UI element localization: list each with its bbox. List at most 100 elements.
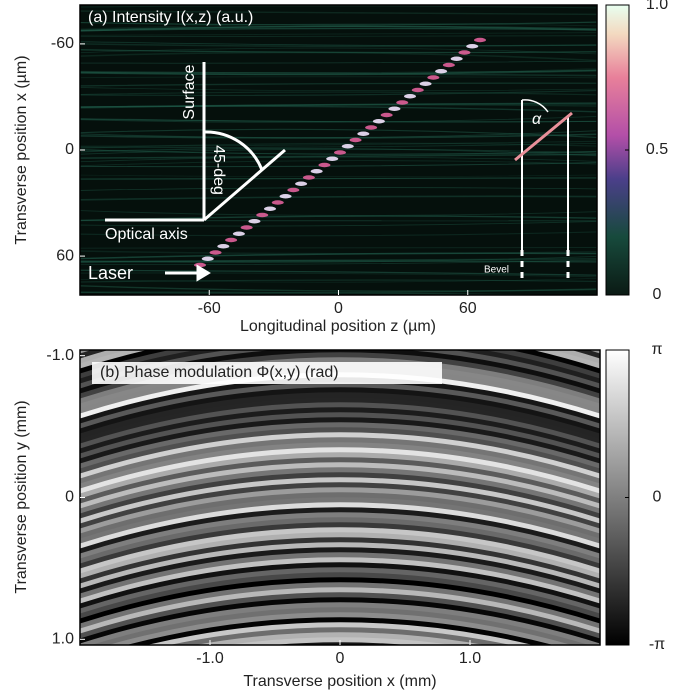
speckle xyxy=(80,140,597,147)
speckle xyxy=(80,27,597,32)
beam-spot xyxy=(240,225,253,230)
annotation: 45-deg xyxy=(210,145,227,195)
fringe xyxy=(80,357,600,405)
y-tick-label: -1.0 xyxy=(46,347,74,364)
beam-spot xyxy=(357,131,370,136)
fringe xyxy=(80,532,600,580)
panel-title: (a) Intensity I(x,z) (a.u.) xyxy=(88,9,253,26)
speckle xyxy=(80,260,597,263)
fringe xyxy=(80,562,600,610)
fringe xyxy=(80,437,600,485)
speckle xyxy=(80,21,597,26)
speckle xyxy=(80,133,597,139)
fringe xyxy=(169,627,511,645)
speckle xyxy=(80,221,597,227)
annotation-drawing xyxy=(105,62,573,282)
fringe xyxy=(80,592,600,640)
beam-spot xyxy=(341,144,354,149)
fringe xyxy=(80,462,600,510)
fringe xyxy=(80,587,600,635)
x-tick-label: 1.0 xyxy=(459,650,481,667)
fringe xyxy=(80,542,600,590)
fringe xyxy=(80,582,600,630)
beam-spot xyxy=(458,50,471,55)
beam-spot xyxy=(450,56,463,61)
speckle xyxy=(80,104,597,109)
speckle xyxy=(80,102,597,108)
fringe xyxy=(80,487,600,535)
speckle xyxy=(80,40,597,47)
beam-spot xyxy=(279,194,292,199)
annotation: Optical axis xyxy=(105,226,188,243)
beam-spot xyxy=(225,237,238,243)
image-a xyxy=(80,5,597,295)
speckle xyxy=(80,247,597,249)
speckle xyxy=(80,195,597,201)
fringe xyxy=(80,442,600,490)
x-axis-label: Transverse position x (mm) xyxy=(243,673,436,690)
colorbar-tick-label: 1.0 xyxy=(646,0,668,13)
fringe xyxy=(80,427,600,475)
speckle xyxy=(80,128,597,138)
speckle xyxy=(80,5,597,9)
annotation: Laser xyxy=(88,263,133,283)
beam-spot xyxy=(264,206,276,211)
beam-spot xyxy=(209,250,222,255)
fringe xyxy=(108,612,572,645)
fringe xyxy=(80,422,600,470)
y-tick-label: 60 xyxy=(56,247,74,264)
beam-spot xyxy=(310,169,323,174)
speckle xyxy=(80,187,597,191)
beam-spot xyxy=(372,119,385,124)
fringe xyxy=(80,477,600,525)
fringe xyxy=(80,512,600,560)
x-tick-label: 60 xyxy=(459,300,477,317)
beam-spot xyxy=(256,212,269,218)
speckle xyxy=(80,255,597,263)
fringe xyxy=(80,392,600,440)
speckle xyxy=(80,177,597,180)
annotation: Bevel xyxy=(484,265,509,276)
fringe xyxy=(80,537,600,585)
beam-spot xyxy=(248,219,261,224)
speckle xyxy=(80,259,597,264)
beam-spot xyxy=(435,69,448,74)
speckle xyxy=(80,156,597,163)
x-tick-label: 0 xyxy=(336,650,345,667)
speckle xyxy=(80,43,597,48)
fringe xyxy=(195,632,485,645)
beam-spot xyxy=(201,256,214,261)
speckle xyxy=(80,278,597,283)
panel-title: (b) Phase modulation Φ(x,y) (rad) xyxy=(100,364,339,381)
colorbar-tick-label: π xyxy=(651,341,662,358)
beam-spot xyxy=(474,37,486,43)
colorbar-tick-label: -π xyxy=(649,636,665,653)
fringe xyxy=(80,467,600,515)
beam-spot xyxy=(295,181,308,186)
beam-spot xyxy=(271,200,284,205)
fringe xyxy=(80,492,600,540)
y-tick-label: 0 xyxy=(65,489,74,506)
fringe xyxy=(80,597,600,645)
fringe xyxy=(80,552,600,600)
fringe xyxy=(80,447,600,495)
fringe xyxy=(80,497,600,545)
speckle xyxy=(80,70,597,74)
speckle xyxy=(80,76,597,79)
fringe xyxy=(80,527,600,575)
speckle xyxy=(80,160,597,167)
annotation: α xyxy=(532,111,542,128)
fringe xyxy=(80,557,600,605)
speckle xyxy=(80,25,597,32)
fringe xyxy=(80,417,600,465)
fringe xyxy=(80,457,600,505)
beam-spot xyxy=(302,175,315,180)
speckle xyxy=(80,162,597,168)
x-axis-label: Longitudinal position z (µm) xyxy=(240,318,436,335)
title-box xyxy=(92,362,442,384)
speckle xyxy=(80,259,597,265)
fringe xyxy=(80,432,600,480)
beam-spot xyxy=(396,100,409,105)
fringe xyxy=(80,382,600,430)
